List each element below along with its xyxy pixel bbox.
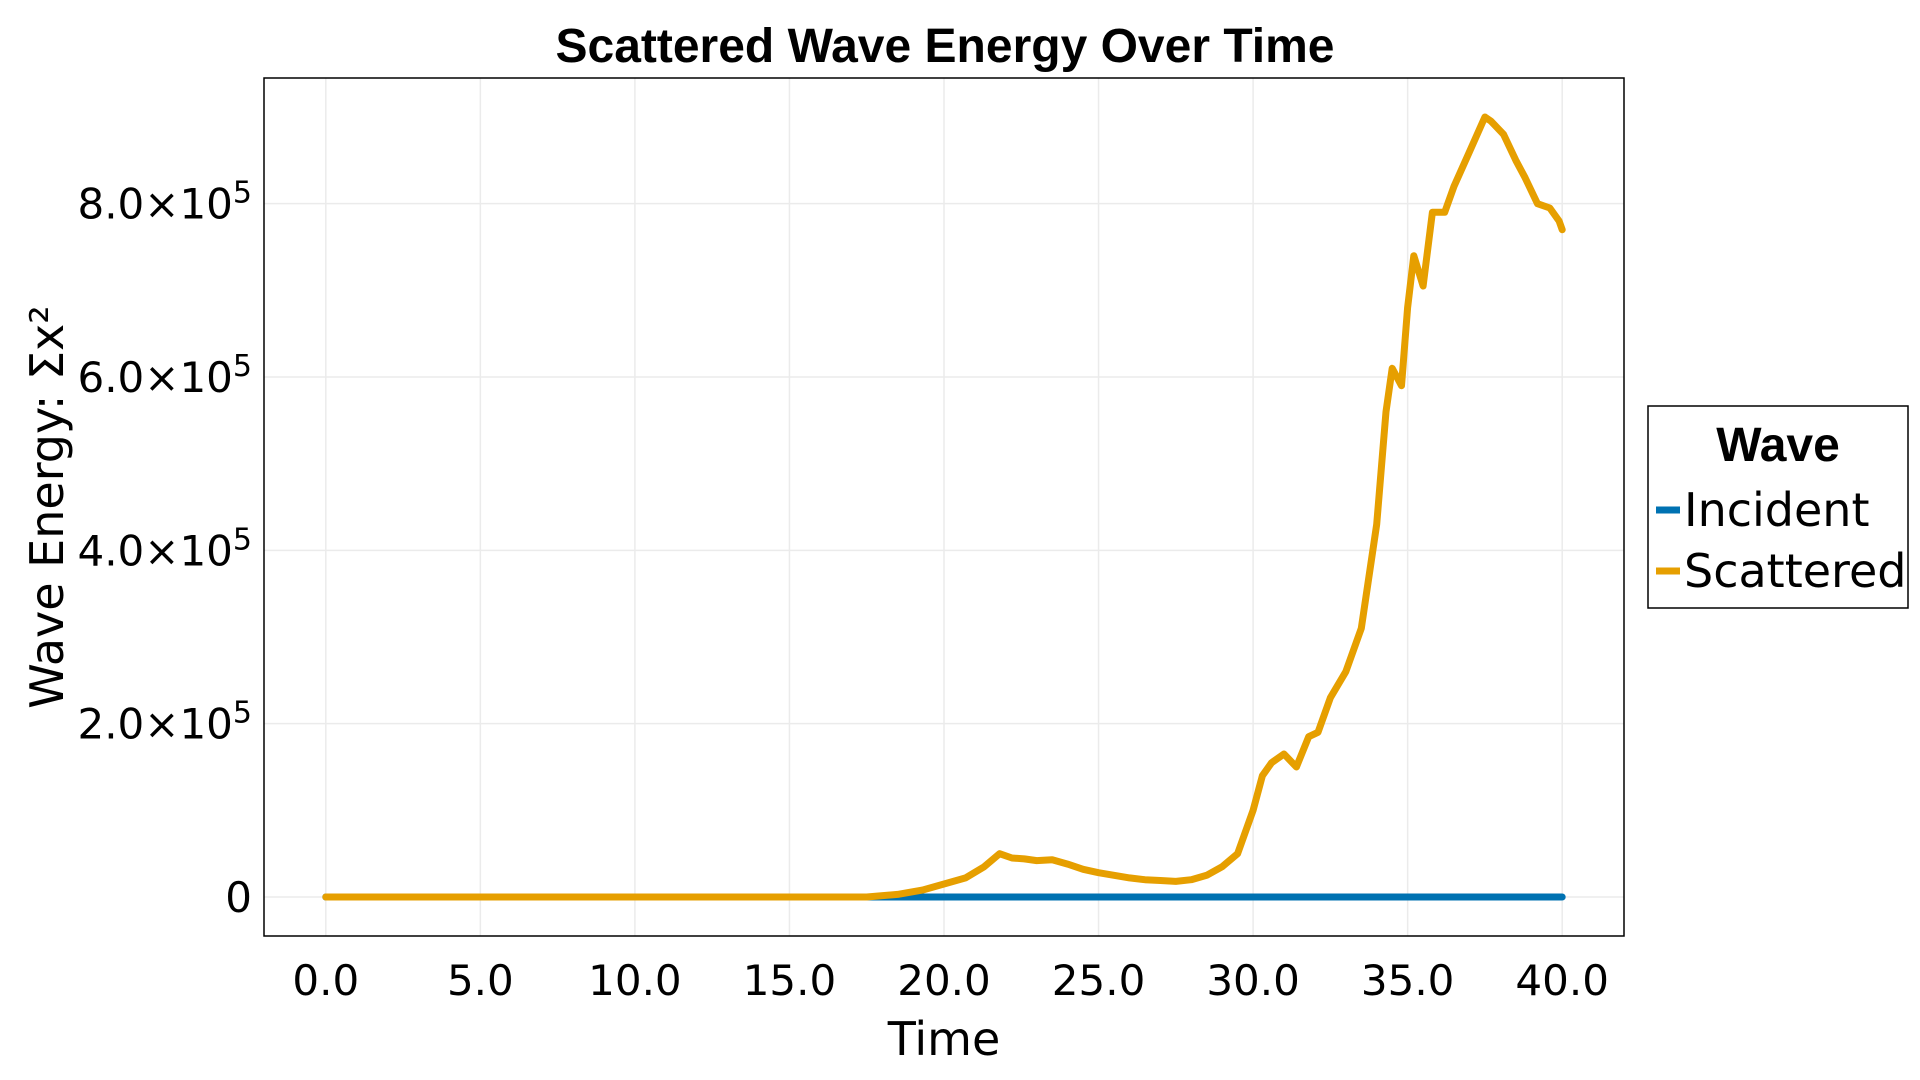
x-tick-label: 0.0 bbox=[292, 956, 359, 1005]
x-tick-label: 25.0 bbox=[1052, 956, 1146, 1005]
legend-label-incident: Incident bbox=[1684, 483, 1869, 537]
x-axis-label: Time bbox=[887, 1012, 1001, 1066]
y-tick-label: 8.0×105 bbox=[77, 176, 252, 229]
x-tick-label: 35.0 bbox=[1361, 956, 1455, 1005]
x-tick-label: 40.0 bbox=[1515, 956, 1609, 1005]
legend-box bbox=[1647, 405, 1909, 609]
x-tick-labels: 0.0 5.0 10.0 15.0 20.0 25.0 30.0 35.0 40.0 bbox=[292, 956, 1609, 1005]
x-tick-label: 10.0 bbox=[588, 956, 682, 1005]
series-layer bbox=[322, 113, 1566, 901]
plot-frame bbox=[263, 77, 1625, 937]
grid-layer bbox=[264, 78, 1624, 936]
y-tick-labels: 0 2.0×105 4.0×105 6.0×105 8.0×105 bbox=[77, 176, 252, 922]
x-tick-label: 30.0 bbox=[1206, 956, 1300, 1005]
legend-title: Wave bbox=[1716, 419, 1840, 472]
y-tick-label: 2.0×105 bbox=[77, 696, 252, 749]
y-tick-label: 4.0×105 bbox=[77, 522, 252, 575]
x-tick-label: 5.0 bbox=[447, 956, 514, 1005]
series-line-scattered bbox=[322, 113, 1566, 901]
legend-label-scattered: Scattered bbox=[1684, 544, 1906, 598]
y-axis-label: Wave Energy: Σx² bbox=[20, 305, 74, 708]
x-tick-label: 15.0 bbox=[743, 956, 837, 1005]
chart-title: Scattered Wave Energy Over Time bbox=[555, 20, 1334, 73]
legend: Wave Incident Scattered bbox=[1647, 405, 1909, 609]
x-tick-label: 20.0 bbox=[897, 956, 991, 1005]
y-tick-label: 0 bbox=[225, 873, 252, 922]
y-tick-label: 6.0×105 bbox=[77, 349, 252, 402]
